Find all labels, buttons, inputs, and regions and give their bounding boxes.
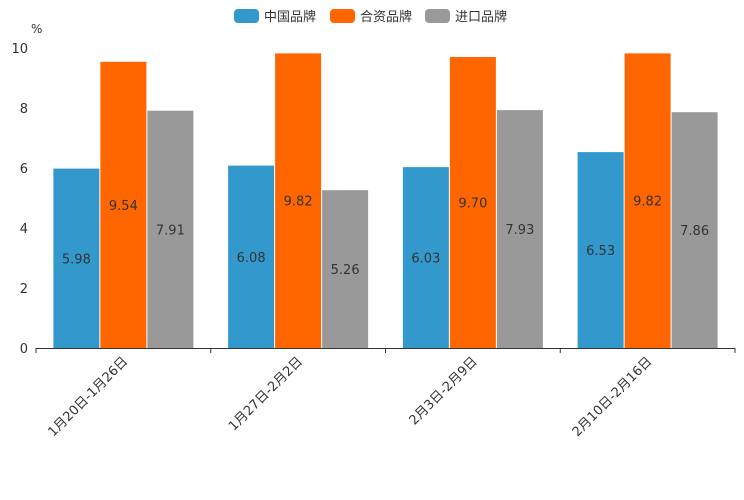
legend-swatch[interactable] bbox=[425, 9, 450, 23]
bar[interactable] bbox=[100, 61, 147, 349]
data-label: 6.08 bbox=[237, 251, 266, 266]
x-tick-label: 1月20日-1月26日 bbox=[45, 354, 131, 440]
y-tick-label: 0 bbox=[20, 342, 28, 357]
bar[interactable] bbox=[228, 165, 275, 348]
legend: 中国品牌 合资品牌 进口品牌 bbox=[234, 9, 507, 25]
bar[interactable] bbox=[147, 110, 194, 348]
x-tick-label: 2月3日-2月9日 bbox=[407, 354, 481, 428]
data-label: 5.98 bbox=[62, 252, 91, 267]
bar[interactable] bbox=[577, 152, 624, 348]
bar[interactable] bbox=[275, 53, 322, 349]
x-tick-label: 2月10日-2月16日 bbox=[570, 354, 656, 440]
legend-label[interactable]: 中国品牌 bbox=[264, 9, 316, 25]
legend-label[interactable]: 合资品牌 bbox=[360, 9, 412, 25]
data-label: 7.91 bbox=[156, 223, 185, 238]
bar[interactable] bbox=[449, 57, 496, 348]
bar[interactable] bbox=[496, 110, 543, 348]
y-tick-label: 4 bbox=[20, 222, 28, 237]
y-tick-label: 10 bbox=[11, 42, 28, 57]
data-label: 6.53 bbox=[586, 244, 615, 259]
x-axis: 1月20日-1月26日 1月27日-2月2日 2月3日-2月9日 2月10日-2月16… bbox=[35, 348, 736, 440]
data-label: 9.82 bbox=[633, 195, 662, 210]
legend-swatch[interactable] bbox=[234, 9, 259, 23]
data-label: 7.86 bbox=[680, 224, 709, 239]
y-tick-label: 6 bbox=[20, 162, 28, 177]
data-label: 9.82 bbox=[284, 195, 313, 210]
data-label: 9.54 bbox=[109, 199, 138, 214]
data-label: 6.03 bbox=[411, 252, 440, 267]
bar[interactable] bbox=[402, 167, 449, 348]
bar[interactable] bbox=[322, 190, 369, 348]
legend-label[interactable]: 进口品牌 bbox=[455, 9, 507, 25]
y-tick-label: 2 bbox=[20, 282, 28, 297]
y-axis-unit-label: % bbox=[31, 22, 42, 36]
bar[interactable] bbox=[53, 168, 100, 348]
bars: 5.98 9.54 7.91 6.08 9.82 5.26 6.03 9.70 7.93 6.53… bbox=[53, 53, 718, 349]
legend-swatch[interactable] bbox=[330, 9, 355, 23]
x-tick-label: 1月27日-2月2日 bbox=[226, 354, 306, 434]
data-label: 5.26 bbox=[331, 263, 360, 278]
bar[interactable] bbox=[624, 53, 671, 349]
data-label: 9.70 bbox=[458, 197, 487, 212]
y-axis: 0 2 4 6 8 10 bbox=[11, 42, 28, 357]
data-label: 7.93 bbox=[505, 223, 534, 238]
y-tick-label: 8 bbox=[20, 102, 28, 117]
bar[interactable] bbox=[671, 112, 718, 348]
